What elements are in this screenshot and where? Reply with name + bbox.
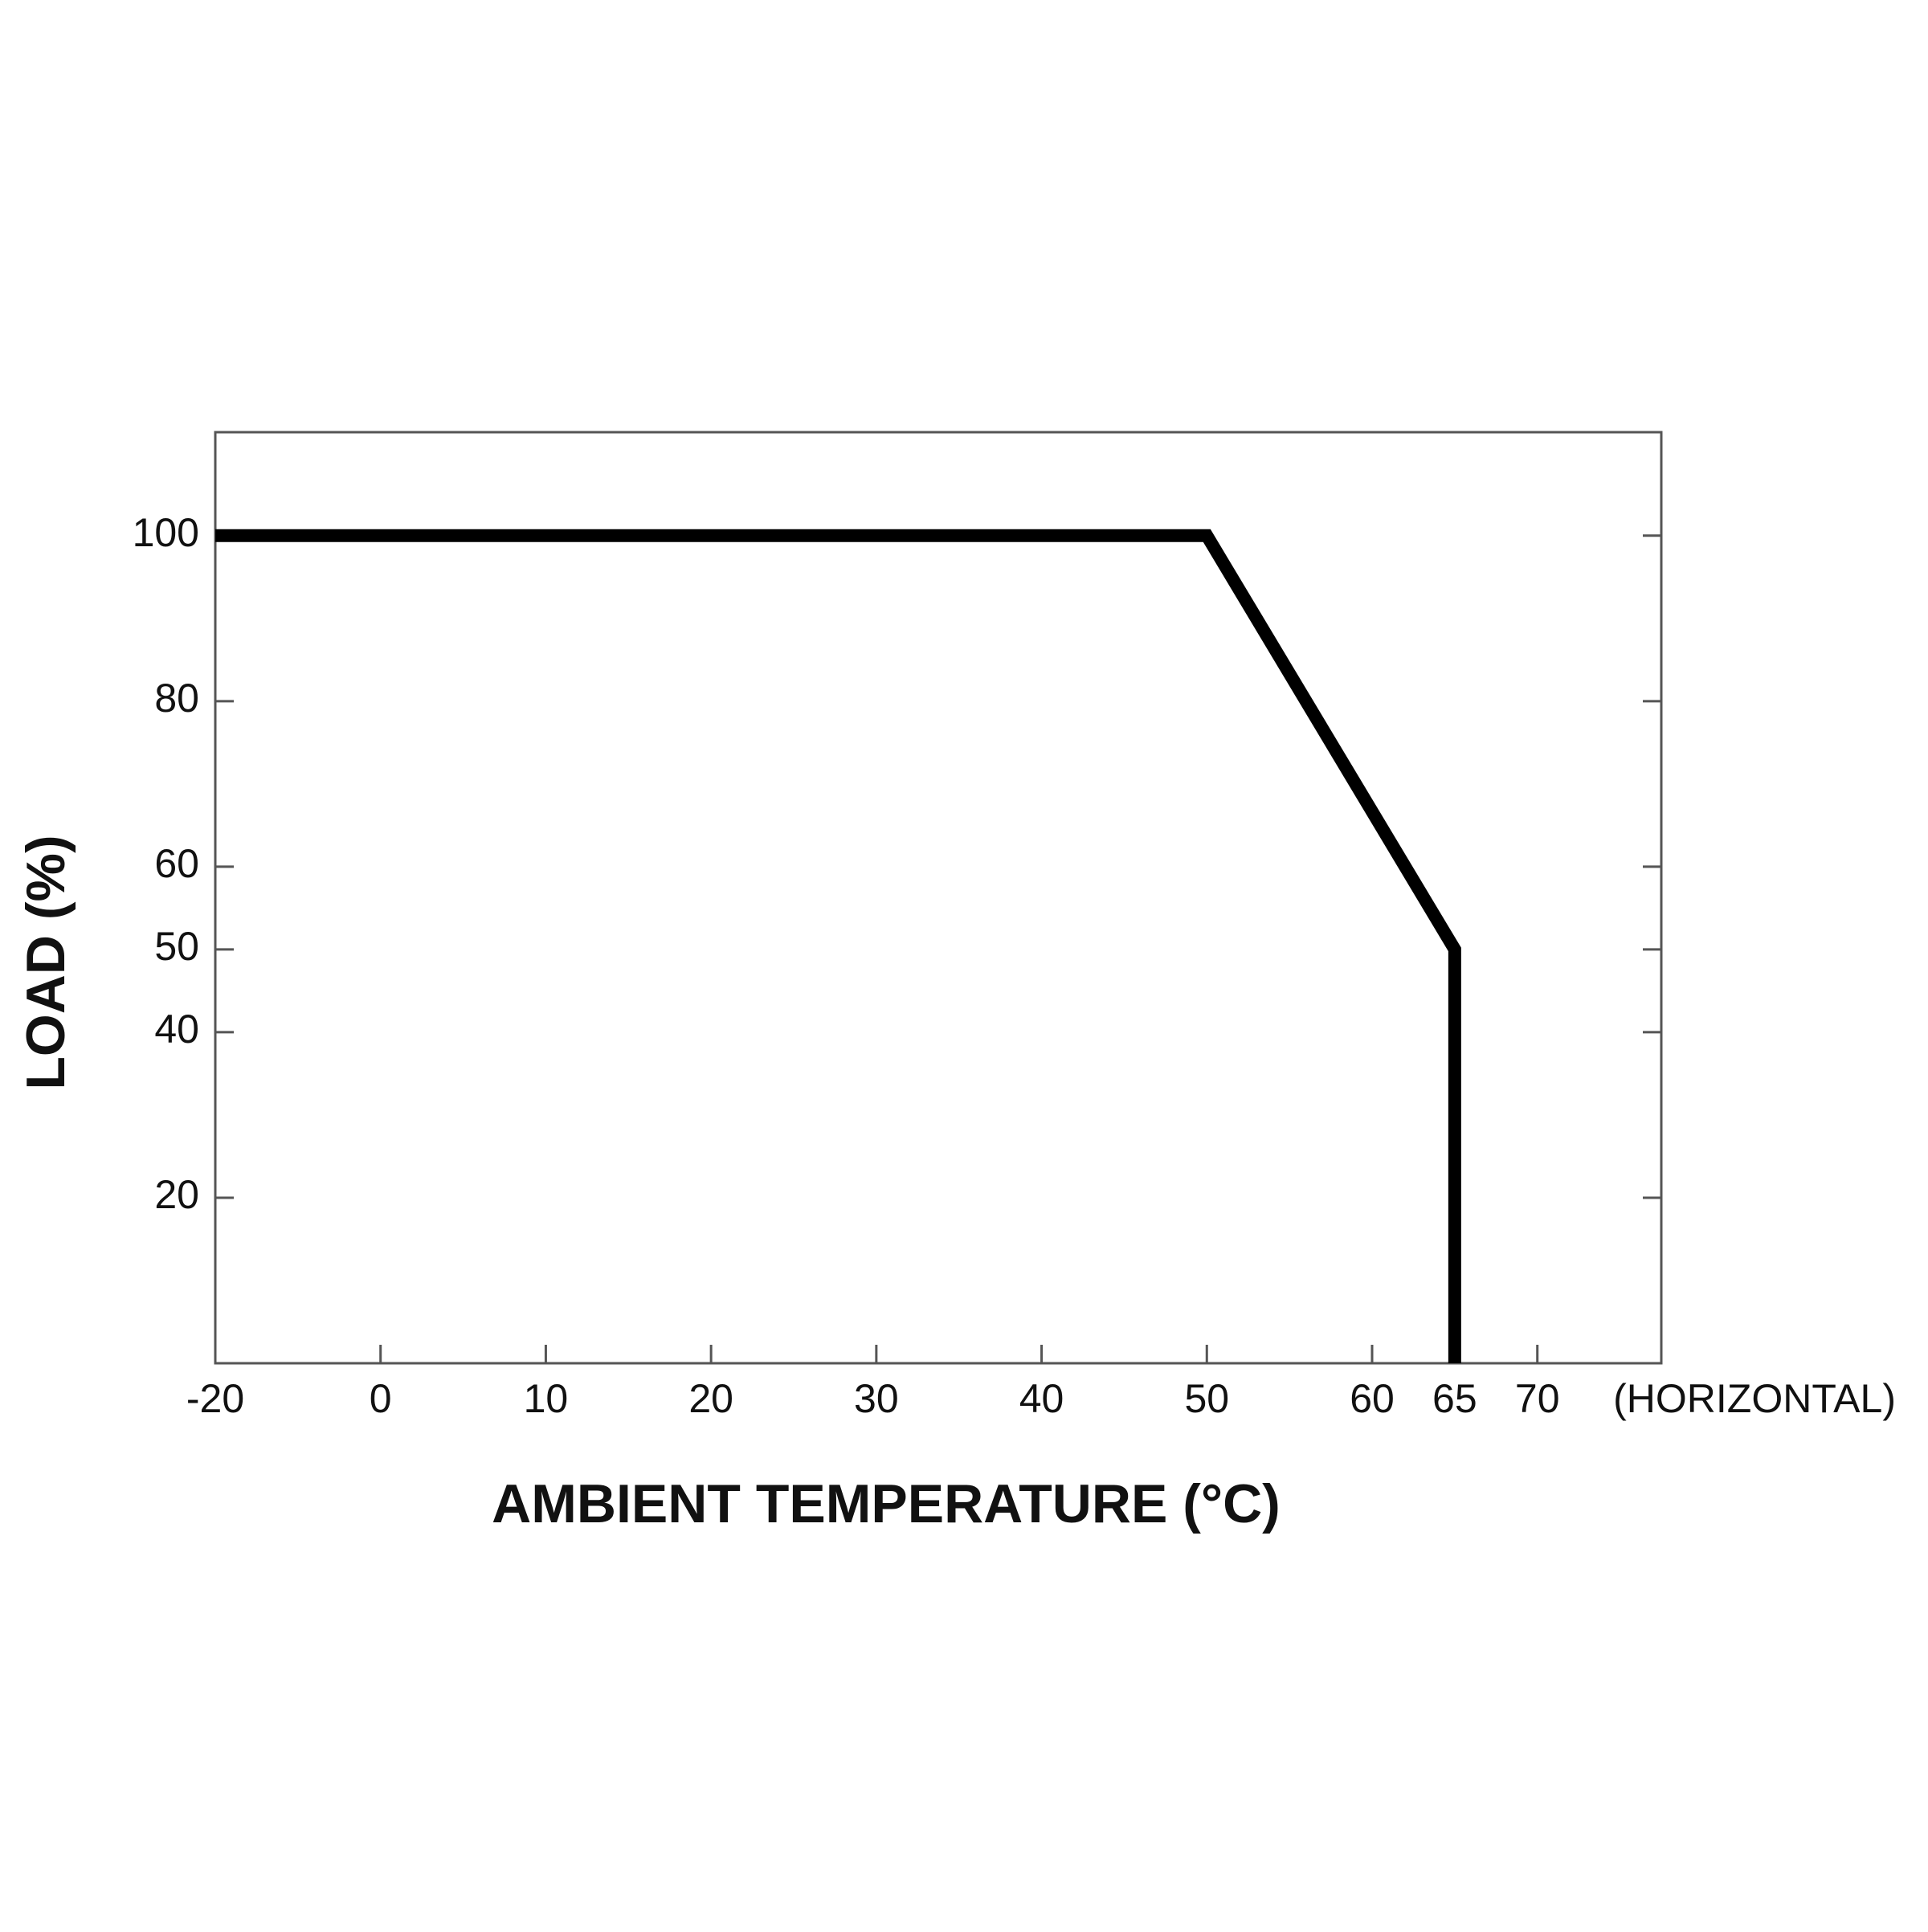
y-tick-label: 80	[154, 676, 199, 721]
load-line	[215, 529, 1461, 1363]
y-tick-label: 100	[133, 510, 199, 555]
x-tick-label: 20	[688, 1376, 733, 1421]
plot-frame	[214, 431, 1663, 1365]
x-tick-label: 70	[1515, 1376, 1560, 1421]
x-tick-label: 0	[370, 1376, 392, 1421]
x-axis-title: AMBIENT TEMPERATURE (°C)	[492, 1473, 1281, 1534]
x-tick-label: 60	[1350, 1376, 1395, 1421]
y-tick-label: 40	[154, 1007, 199, 1052]
annotation: (HORIZONTAL)	[1613, 1376, 1896, 1421]
y-tick-label: 60	[154, 841, 199, 886]
x-tick-label: 65	[1432, 1376, 1477, 1421]
x-tick-label: 30	[854, 1376, 899, 1421]
x-tick-label: 10	[524, 1376, 569, 1421]
x-tick-label: 40	[1019, 1376, 1064, 1421]
x-tick-label: 50	[1184, 1376, 1229, 1421]
y-tick-label: 20	[154, 1172, 199, 1217]
y-axis-title: LOAD (%)	[15, 835, 76, 1089]
y-tick-label: 50	[154, 924, 199, 969]
x-tick-label: -20	[186, 1376, 244, 1421]
